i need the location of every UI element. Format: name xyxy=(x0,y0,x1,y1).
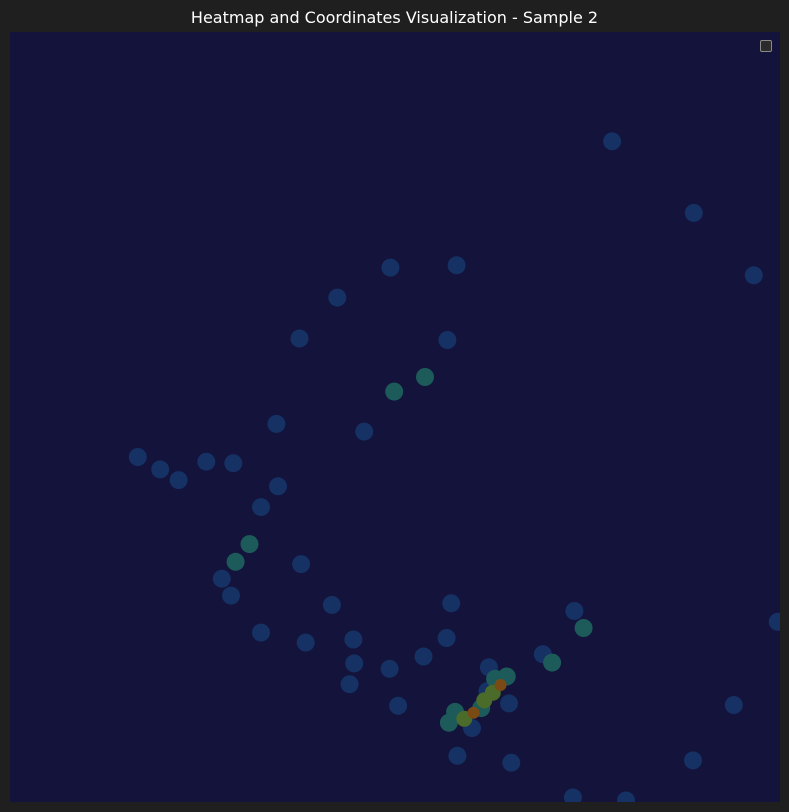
heat-point xyxy=(416,368,434,386)
heat-point xyxy=(197,452,216,471)
heat-point xyxy=(437,629,456,647)
heat-point xyxy=(389,696,408,715)
legend-box xyxy=(760,40,772,52)
heat-point xyxy=(151,460,170,479)
heat-point xyxy=(617,791,635,802)
heat-point xyxy=(448,746,467,765)
heat-point xyxy=(328,288,347,307)
heat-point xyxy=(385,382,404,401)
heat-point xyxy=(296,633,315,652)
heat-point xyxy=(768,612,780,631)
heat-point xyxy=(565,602,584,620)
heat-point xyxy=(355,422,374,441)
heat-point xyxy=(169,471,188,490)
heat-point xyxy=(438,331,457,349)
heat-point xyxy=(252,498,270,517)
heat-point xyxy=(290,329,309,348)
heat-point xyxy=(724,696,743,714)
heat-point xyxy=(345,654,364,673)
heat-point xyxy=(563,788,582,802)
heat-point xyxy=(344,630,363,649)
heat-point xyxy=(340,675,359,694)
heat-point xyxy=(603,132,622,151)
heat-point xyxy=(128,448,147,466)
plot-background xyxy=(10,32,780,802)
heat-point xyxy=(252,623,270,642)
heat-point xyxy=(322,595,341,614)
heat-point xyxy=(494,679,507,691)
heat-point xyxy=(222,586,240,605)
heat-point xyxy=(744,266,763,285)
heat-point xyxy=(543,653,562,672)
plot-area xyxy=(10,32,780,802)
heat-point xyxy=(502,753,521,772)
heat-point xyxy=(381,258,400,277)
chart-title: Heatmap and Coordinates Visualization - … xyxy=(190,7,599,27)
heat-point xyxy=(269,477,287,496)
heat-point xyxy=(414,647,433,666)
heat-blobs xyxy=(128,132,780,802)
heat-point xyxy=(240,535,259,554)
heat-point xyxy=(226,552,245,571)
heat-point xyxy=(684,751,702,770)
heat-point xyxy=(380,659,399,678)
heat-point xyxy=(224,454,243,473)
heat-point xyxy=(439,713,458,732)
heat-point xyxy=(267,414,286,433)
heatmap-svg xyxy=(10,32,780,802)
heat-point xyxy=(292,555,311,574)
heat-point xyxy=(467,706,480,719)
heat-point xyxy=(212,569,231,588)
heat-point xyxy=(500,694,518,713)
heat-point xyxy=(442,594,461,613)
heat-point xyxy=(574,619,593,637)
heat-point xyxy=(476,692,493,709)
heat-point xyxy=(684,203,703,222)
heat-point xyxy=(447,256,466,275)
